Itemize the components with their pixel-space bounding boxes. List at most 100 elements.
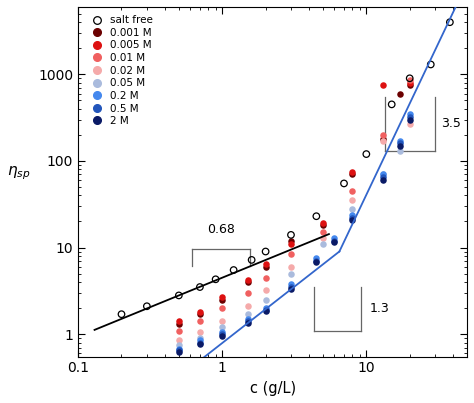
Point [379,132,386,138]
Point [312,259,320,265]
Point [196,284,204,290]
Point [175,318,182,325]
Point [319,222,327,229]
Point [262,260,269,267]
Point [379,171,386,178]
Point [196,309,204,315]
Point [287,281,295,287]
Point [175,337,182,343]
Point [244,316,251,322]
Point [212,276,219,283]
Point [348,216,356,223]
Point [348,188,356,194]
Point [196,339,204,346]
Point [175,345,182,352]
Point [396,148,403,154]
Point [219,305,226,311]
Point [175,349,182,355]
Point [348,212,356,218]
Point [319,241,327,247]
Point [175,342,182,348]
Point [312,255,320,262]
Point [196,311,204,318]
Text: 0.68: 0.68 [207,222,235,235]
Point [348,168,356,175]
Point [262,307,269,313]
X-axis label: c (g/L): c (g/L) [249,381,296,396]
Point [248,257,255,263]
Point [388,101,395,108]
Point [262,274,269,281]
Text: 1.3: 1.3 [370,302,390,315]
Point [330,239,338,245]
Point [287,237,295,244]
Point [244,279,251,285]
Point [244,311,251,318]
Point [406,75,413,81]
Point [287,286,295,293]
Point [348,197,356,204]
Point [219,297,226,303]
Point [196,329,204,336]
Point [379,136,386,142]
Point [143,303,151,310]
Point [244,290,251,296]
Point [219,324,226,330]
Point [244,277,251,283]
Point [287,241,295,247]
Point [379,171,386,178]
Point [118,311,125,318]
Point [348,171,356,178]
Point [219,293,226,300]
Point [396,140,403,146]
Point [427,61,435,68]
Point [175,292,182,299]
Point [379,82,386,88]
Point [396,143,403,149]
Point [396,90,403,97]
Point [262,305,269,311]
Point [406,82,413,88]
Point [230,267,237,273]
Point [348,215,356,221]
Point [363,151,370,157]
Point [379,174,386,181]
Point [175,347,182,353]
Point [196,335,204,341]
Point [262,264,269,270]
Point [196,341,204,347]
Point [244,303,251,310]
Legend: salt free, 0.001 M, 0.005 M, 0.01 M, 0.02 M, 0.05 M, 0.2 M, 0.5 M, 2 M: salt free, 0.001 M, 0.005 M, 0.01 M, 0.0… [83,12,156,129]
Point [406,79,413,86]
Point [406,120,413,127]
Point [219,329,226,336]
Y-axis label: $\eta_{sp}$: $\eta_{sp}$ [7,164,30,182]
Point [262,248,269,255]
Point [406,114,413,120]
Point [312,213,320,220]
Text: 3.5: 3.5 [441,117,461,131]
Point [340,180,348,187]
Point [379,138,386,144]
Point [196,318,204,325]
Point [330,237,338,244]
Point [319,229,327,235]
Point [287,264,295,270]
Point [175,327,182,334]
Point [379,177,386,183]
Point [396,138,403,144]
Point [219,331,226,337]
Point [406,77,413,84]
Point [406,116,413,123]
Point [406,110,413,117]
Point [319,235,327,241]
Point [330,235,338,241]
Point [312,258,320,264]
Point [319,220,327,226]
Point [287,250,295,257]
Point [348,206,356,212]
Point [244,318,251,325]
Point [175,321,182,328]
Point [244,320,251,326]
Point [196,337,204,343]
